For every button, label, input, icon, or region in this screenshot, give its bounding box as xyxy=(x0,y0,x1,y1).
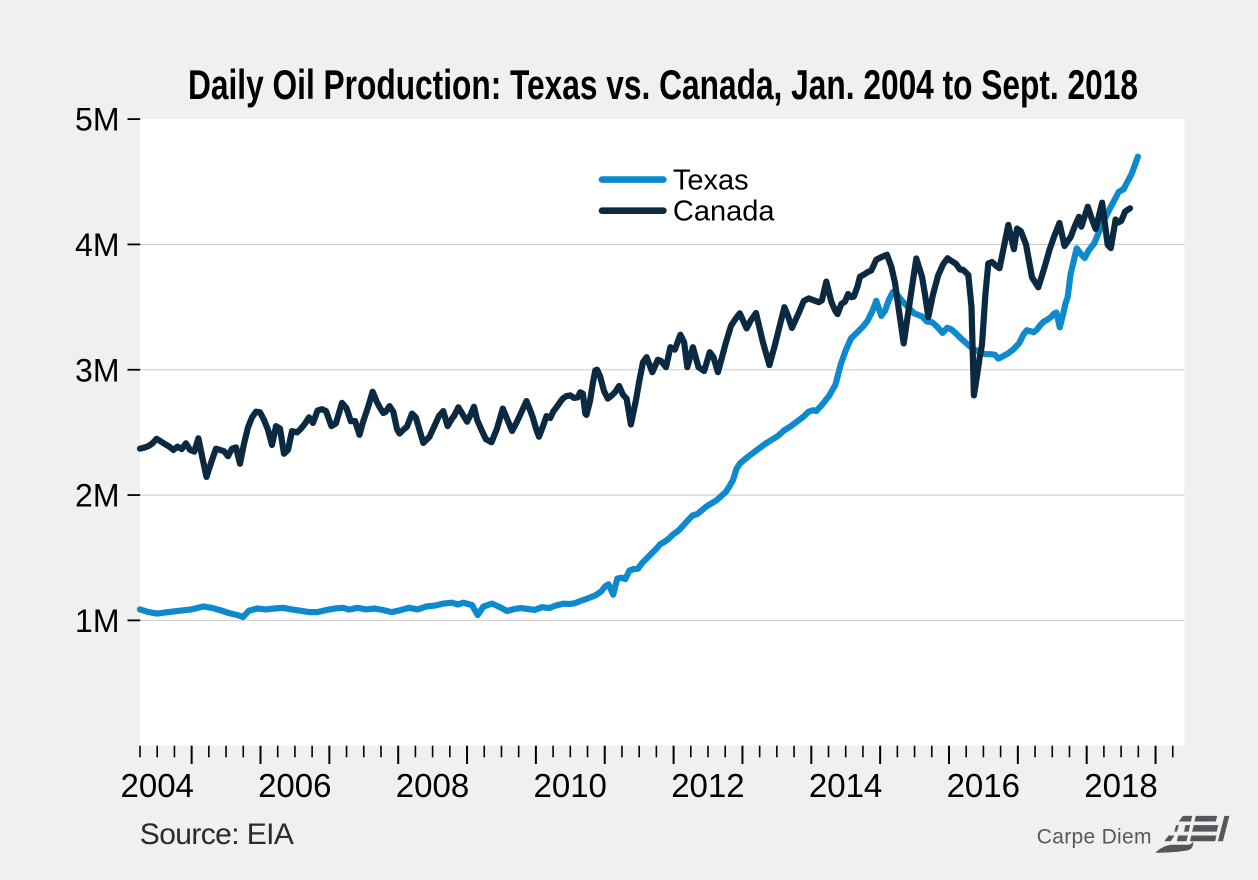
svg-text:2012: 2012 xyxy=(671,767,744,804)
svg-text:2010: 2010 xyxy=(533,767,606,804)
svg-text:Daily Oil Production: Texas vs: Daily Oil Production: Texas vs. Canada, … xyxy=(188,61,1138,108)
svg-text:3M: 3M xyxy=(75,352,119,388)
svg-text:1M: 1M xyxy=(75,603,119,639)
svg-text:Carpe Diem: Carpe Diem xyxy=(1037,826,1152,849)
svg-text:2006: 2006 xyxy=(258,767,331,804)
svg-text:5M: 5M xyxy=(75,102,119,138)
svg-text:2018: 2018 xyxy=(1084,767,1157,804)
svg-text:4M: 4M xyxy=(75,227,119,263)
svg-text:Canada: Canada xyxy=(673,196,775,228)
svg-text:Texas: Texas xyxy=(673,164,749,196)
svg-text:2016: 2016 xyxy=(947,767,1020,804)
svg-text:2008: 2008 xyxy=(396,767,469,804)
svg-text:Source: EIA: Source: EIA xyxy=(140,818,294,851)
svg-text:2004: 2004 xyxy=(120,767,193,804)
svg-text:2014: 2014 xyxy=(809,767,882,804)
svg-text:2M: 2M xyxy=(75,478,119,514)
